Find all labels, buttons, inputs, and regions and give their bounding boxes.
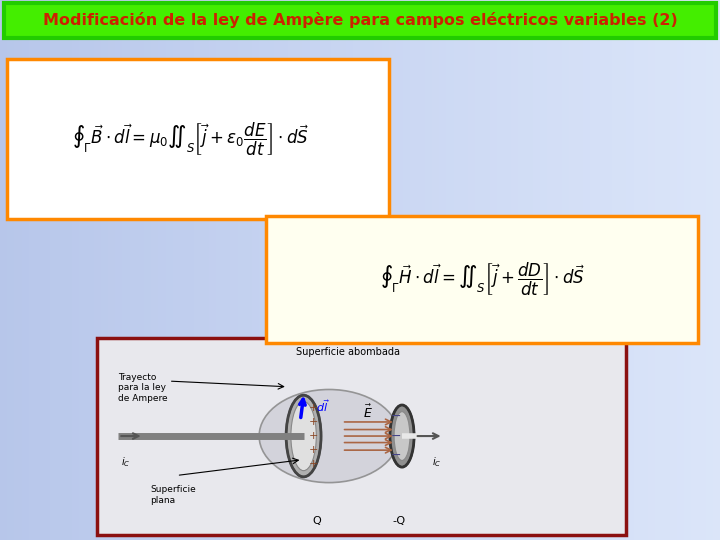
Text: $i_C$: $i_C$	[431, 455, 441, 469]
Text: +: +	[308, 403, 318, 414]
Text: +: +	[308, 445, 318, 455]
Text: $d\vec{l}$: $d\vec{l}$	[316, 399, 330, 414]
Text: Modificación de la ley de Ampère para campos eléctricos variables (2): Modificación de la ley de Ampère para ca…	[42, 12, 678, 28]
Text: $i_C$: $i_C$	[121, 455, 130, 469]
Text: Superficie
plana: Superficie plana	[150, 485, 196, 505]
Text: −: −	[390, 410, 401, 423]
Text: -Q: -Q	[392, 516, 405, 526]
Text: +: +	[308, 431, 318, 441]
Ellipse shape	[390, 405, 414, 467]
Text: +: +	[308, 458, 318, 469]
Text: +: +	[308, 417, 318, 427]
Ellipse shape	[286, 395, 321, 477]
Text: Superficie abombada: Superficie abombada	[296, 347, 400, 357]
Text: −: −	[390, 429, 401, 443]
Ellipse shape	[394, 411, 410, 461]
FancyBboxPatch shape	[97, 338, 626, 535]
Text: $\vec{E}$: $\vec{E}$	[364, 404, 373, 421]
Text: Trayecto
para la ley
de Ampere: Trayecto para la ley de Ampere	[118, 373, 168, 403]
FancyBboxPatch shape	[4, 3, 716, 38]
Ellipse shape	[259, 389, 399, 483]
Text: −: −	[390, 449, 401, 462]
Text: $\oint_{\Gamma} \vec{B} \cdot d\vec{l} = \mu_0 \iint_{S} \left[ \vec{j} + \varep: $\oint_{\Gamma} \vec{B} \cdot d\vec{l} =…	[72, 120, 309, 158]
FancyBboxPatch shape	[266, 216, 698, 343]
Ellipse shape	[291, 401, 316, 471]
Text: $\oint_{\Gamma} \vec{H} \cdot d\vec{l} = \iint_{S} \left[ \vec{j} + \dfrac{dD}{d: $\oint_{\Gamma} \vec{H} \cdot d\vec{l} =…	[380, 261, 585, 298]
FancyBboxPatch shape	[7, 59, 389, 219]
Text: Q: Q	[312, 516, 320, 526]
